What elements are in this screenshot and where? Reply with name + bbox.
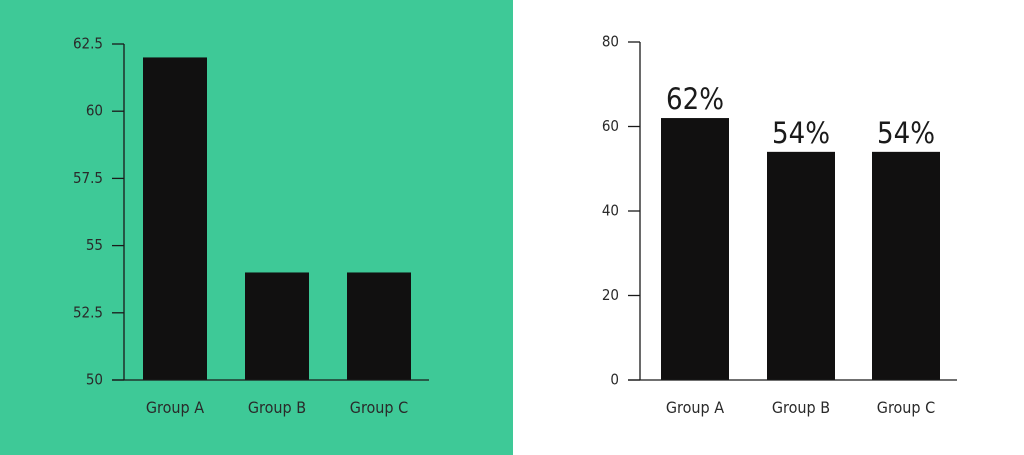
left-y-tick-label-5: 60 [86, 102, 103, 120]
right-data-label-3: 54% [877, 116, 935, 150]
left-bar-3 [347, 272, 411, 380]
left-category-label-2: Group B [248, 398, 306, 417]
right-data-label-2: 54% [772, 116, 830, 150]
left-category-label-3: Group C [350, 398, 408, 417]
left-y-tick-label-4: 57.5 [73, 169, 103, 187]
left-y-tick-label-2: 52.5 [73, 303, 103, 321]
right-y-tick-label-4: 60 [602, 117, 619, 135]
right-y-tick-label-5: 80 [602, 33, 619, 51]
zero-baseline-bar-chart: 0 20 40 60 80 Group A Group B Group C 62% 54% 54% [602, 33, 957, 417]
left-bar-2 [245, 272, 309, 380]
right-category-label-1: Group A [666, 398, 724, 417]
right-y-tick-label-2: 20 [602, 286, 619, 304]
zero-baseline-panel: 0 20 40 60 80 Group A Group B Group C 62% 54% 54% [513, 0, 1024, 455]
right-category-label-3: Group C [877, 398, 935, 417]
right-bar-1 [661, 118, 729, 381]
right-bar-3 [872, 151, 940, 380]
left-category-label-1: Group A [146, 398, 204, 417]
right-category-label-2: Group B [772, 398, 830, 417]
truncated-axis-panel: 50 52.5 55 57.5 60 62.5 Group A Group B Group C [0, 0, 513, 455]
right-y-tick-label-3: 40 [602, 202, 619, 220]
left-y-tick-label-6: 62.5 [73, 35, 103, 53]
left-y-tick-label-1: 50 [86, 371, 103, 389]
right-bar-2 [767, 151, 835, 380]
left-y-tick-label-3: 55 [86, 236, 103, 254]
right-y-tick-label-1: 0 [610, 371, 619, 389]
left-bar-1 [143, 57, 207, 380]
right-data-label-1: 62% [666, 82, 724, 116]
truncated-axis-bar-chart: 50 52.5 55 57.5 60 62.5 Group A Group B Group C [73, 35, 429, 417]
